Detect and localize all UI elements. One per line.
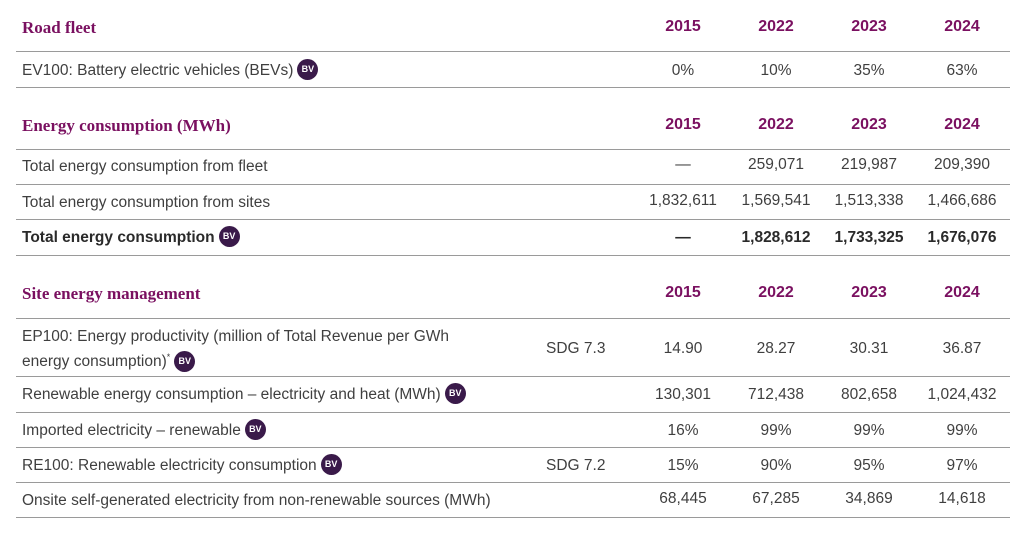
year-2015: 2015	[665, 284, 701, 301]
value-2022: 259,071	[747, 156, 805, 173]
value-2022: 28.27	[756, 340, 796, 357]
divider	[16, 255, 1010, 256]
value-2015: 0%	[671, 62, 695, 79]
value-2022: 67,285	[752, 490, 800, 507]
value-2022: 712,438	[747, 386, 805, 403]
value-2023: 1,733,325	[834, 229, 904, 246]
value-2023: 30.31	[849, 340, 889, 357]
table-row: RE100: Renewable electricity consumption…	[16, 454, 1010, 477]
value-2024: 209,390	[933, 156, 991, 173]
divider	[16, 149, 1010, 150]
value-2015: —	[675, 229, 691, 246]
divider	[16, 318, 1010, 319]
year-2023: 2023	[851, 18, 887, 35]
divider	[16, 517, 1010, 518]
divider	[16, 184, 1010, 185]
year-2022: 2022	[758, 116, 794, 133]
value-2024: 1,466,686	[927, 192, 997, 209]
row-label: Total energy consumption from fleet	[22, 158, 268, 175]
footnote-mark: *	[166, 352, 171, 362]
year-2015: 2015	[665, 18, 701, 35]
road-fleet-title: Road fleet	[22, 18, 97, 37]
value-2015: 16%	[667, 422, 699, 439]
value-2024: 1,024,432	[927, 386, 997, 403]
value-2023: 219,987	[840, 156, 898, 173]
value-2015: 68,445	[659, 490, 707, 507]
year-2022: 2022	[758, 284, 794, 301]
sdg-label: SDG 7.2	[546, 457, 606, 474]
value-2023: 802,658	[840, 386, 898, 403]
row-label: EV100: Battery electric vehicles (BEVs) B…	[22, 59, 319, 81]
divider	[16, 447, 1010, 448]
bv-badge: BV	[444, 383, 466, 405]
bv-badge: BV	[218, 226, 240, 248]
row-label: RE100: Renewable electricity consumption…	[22, 454, 342, 476]
value-2015: —	[675, 156, 691, 173]
year-2015: 2015	[665, 116, 701, 133]
year-2023: 2023	[851, 284, 887, 301]
bv-badge: BV	[297, 59, 319, 81]
table-row: EV100: Battery electric vehicles (BEVs) B…	[16, 59, 1010, 82]
value-2024: 63%	[946, 62, 978, 79]
value-2024: 97%	[946, 457, 978, 474]
table-row-total: Total energy consumption BV — 1,828,612 1…	[16, 226, 1010, 249]
value-2024: 36.87	[942, 340, 982, 357]
value-2022: 1,569,541	[741, 192, 811, 209]
divider	[16, 412, 1010, 413]
row-label: Total energy consumption BV	[22, 226, 240, 248]
row-label: Imported electricity – renewable BV	[22, 419, 266, 441]
value-2024: 1,676,076	[927, 229, 997, 246]
value-2022: 10%	[760, 62, 792, 79]
row-label: EP100: Energy productivity (million of T…	[22, 328, 450, 372]
value-2015: 130,301	[654, 386, 712, 403]
year-2024: 2024	[944, 116, 980, 133]
road-fleet-header: Road fleet 2015 2022 2023 2024	[16, 18, 1010, 42]
value-2024: 99%	[946, 422, 978, 439]
table-row: Total energy consumption from sites 1,83…	[16, 192, 1010, 214]
year-2024: 2024	[944, 18, 980, 35]
table-row: Onsite self-generated electricity from n…	[16, 490, 1010, 512]
table-row: EP100: Energy productivity (million of T…	[16, 326, 1010, 372]
value-2023: 99%	[853, 422, 885, 439]
divider	[16, 219, 1010, 220]
table-row: Renewable energy consumption – electrici…	[16, 383, 1010, 406]
sdg-label: SDG 7.3	[546, 340, 606, 357]
value-2024: 14,618	[938, 490, 986, 507]
value-2023: 95%	[853, 457, 885, 474]
value-2023: 35%	[853, 62, 885, 79]
divider	[16, 87, 1010, 88]
year-2023: 2023	[851, 116, 887, 133]
bv-badge: BV	[174, 350, 196, 372]
value-2015: 14.90	[663, 340, 703, 357]
energy-header: Energy consumption (MWh) 2015 2022 2023 …	[16, 116, 1010, 140]
row-label: Renewable energy consumption – electrici…	[22, 383, 466, 405]
value-2023: 1,513,338	[834, 192, 904, 209]
value-2015: 1,832,611	[649, 192, 717, 209]
table-row: Total energy consumption from fleet — 25…	[16, 156, 1010, 178]
table-row: Imported electricity – renewable BV 16% 9…	[16, 419, 1010, 442]
value-2015: 15%	[667, 457, 699, 474]
year-2024: 2024	[944, 284, 980, 301]
value-2022: 90%	[760, 457, 792, 474]
row-label: Onsite self-generated electricity from n…	[22, 492, 491, 509]
value-2022: 1,828,612	[741, 229, 811, 246]
row-label: Total energy consumption from sites	[22, 194, 271, 211]
year-2022: 2022	[758, 18, 794, 35]
value-2022: 99%	[760, 422, 792, 439]
divider	[16, 376, 1010, 377]
bv-badge: BV	[320, 454, 342, 476]
divider	[16, 482, 1010, 483]
energy-title: Energy consumption (MWh)	[22, 116, 231, 135]
site-title: Site energy management	[22, 284, 201, 303]
value-2023: 34,869	[845, 490, 893, 507]
divider	[16, 51, 1010, 52]
site-header: Site energy management 2015 2022 2023 20…	[16, 284, 1010, 308]
bv-badge: BV	[244, 419, 266, 441]
